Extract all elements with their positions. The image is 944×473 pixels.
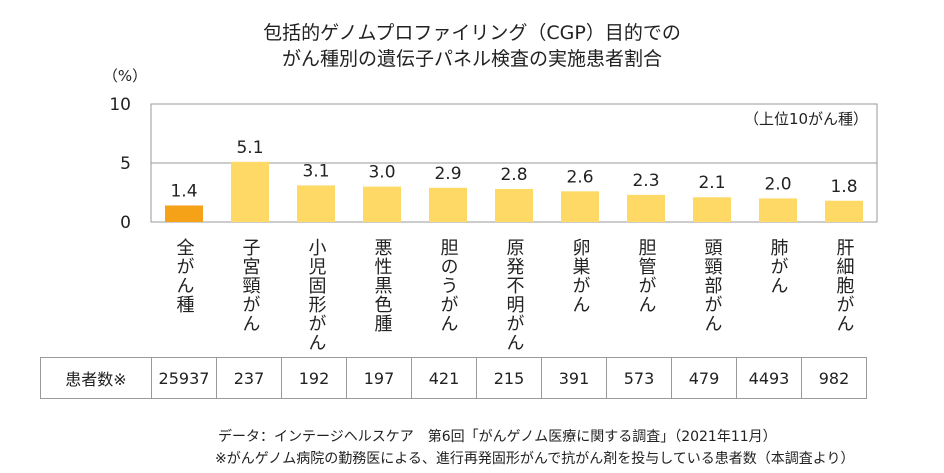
data-label: 2.3	[632, 171, 659, 191]
table-header-cell: 患者数※	[40, 357, 152, 399]
category-label: 原発不明がん	[504, 238, 525, 352]
count-cell: 479	[671, 357, 737, 399]
chart-title-line1: 包括的ゲノムプロファイリング（CGP）目的での	[263, 22, 681, 44]
category-label: 胆のうがん	[438, 238, 459, 333]
data-label: 1.8	[830, 177, 857, 197]
bar	[693, 197, 731, 222]
y-tick-label: 5	[120, 154, 131, 174]
count-cell: 421	[411, 357, 477, 399]
category-label: 全がん種	[174, 238, 195, 314]
data-label: 2.0	[764, 174, 791, 194]
data-label: 5.1	[236, 138, 263, 158]
data-label: 1.4	[170, 181, 197, 201]
y-axis-label: （%）	[103, 67, 147, 85]
bar	[165, 205, 203, 222]
y-tick-label: 10	[109, 95, 131, 115]
category-label: 胆管がん	[636, 238, 657, 314]
bar	[297, 185, 335, 222]
count-cell: 982	[801, 357, 867, 399]
count-cell: 25937	[151, 357, 217, 399]
bar	[231, 161, 269, 222]
data-label: 3.0	[368, 163, 395, 183]
bar	[561, 191, 599, 222]
bar	[627, 194, 665, 222]
data-label: 2.8	[500, 165, 527, 185]
data-label: 2.9	[434, 164, 461, 184]
table-row: 患者数※ 25937 237 192 197 421 215 391 573 4…	[40, 357, 867, 399]
count-cell: 4493	[736, 357, 802, 399]
category-label: 悪性黒色腫	[372, 238, 393, 333]
bar-chart: （%） （上位10がん種） 10 5 0 1.4 全がん種 5.1 子宮頸がん 3.1 小児固形…	[103, 67, 878, 352]
count-cell: 237	[216, 357, 282, 399]
category-label: 肝細胞がん	[834, 238, 855, 333]
category-label: 頭頸部がん	[702, 238, 723, 333]
category-label: 小児固形がん	[306, 238, 327, 352]
count-cell: 573	[606, 357, 672, 399]
category-label: 子宮頸がん	[240, 238, 261, 333]
data-label: 3.1	[302, 161, 329, 181]
category-label: 卵巣がん	[570, 238, 591, 314]
patient-count-table: 患者数※ 25937 237 192 197 421 215 391 573 4…	[40, 357, 867, 399]
count-cell: 215	[476, 357, 542, 399]
count-cell: 391	[541, 357, 607, 399]
chart-annotation: （上位10がん種）	[744, 110, 868, 128]
data-label: 2.6	[566, 167, 593, 187]
y-tick-label: 0	[120, 213, 131, 233]
chart-title-line2: がん種別の遺伝子パネル検査の実施患者割合	[281, 48, 662, 70]
count-cell: 192	[281, 357, 347, 399]
category-label: 肺がん	[768, 238, 789, 295]
count-cell: 197	[346, 357, 412, 399]
source-note: データ：インテージヘルスケア 第6回「がんゲノム医療に関する調査」（2021年1…	[218, 429, 777, 445]
data-label: 2.1	[698, 173, 725, 193]
bar	[363, 186, 401, 222]
bar	[759, 198, 797, 222]
footnote: ※がんゲノム病院の勤務医による、進行再発固形がんで抗がん剤を投与している患者数（…	[215, 451, 855, 467]
bar	[429, 187, 467, 222]
bar	[495, 188, 533, 222]
bar	[825, 200, 863, 222]
